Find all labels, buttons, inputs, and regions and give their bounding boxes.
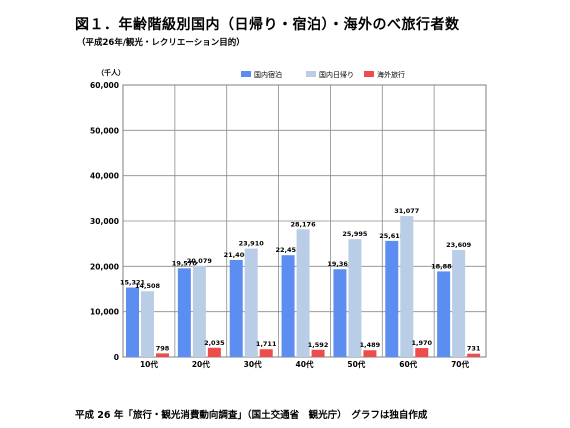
data-label: 2,035 <box>204 339 225 347</box>
legend-label: 海外旅行 <box>377 70 405 79</box>
bar-2-3 <box>311 349 325 357</box>
data-label: 21,400 <box>224 251 250 259</box>
data-label: 1,489 <box>360 341 381 349</box>
data-label: 798 <box>156 344 170 352</box>
legend-label: 国内宿泊 <box>254 70 282 79</box>
data-label: 22,453 <box>276 246 301 254</box>
bar-2-5 <box>415 348 429 357</box>
y-tick-label: 60,000 <box>90 81 119 90</box>
bar-0-5 <box>385 240 399 357</box>
bar-1-2 <box>244 248 258 357</box>
data-label: 1,592 <box>308 341 329 349</box>
data-label: 1,970 <box>412 339 433 347</box>
data-label: 25,618 <box>379 232 405 240</box>
bar-2-2 <box>259 349 273 357</box>
legend-swatch <box>241 71 251 77</box>
bar-1-4 <box>348 239 362 357</box>
bar-0-3 <box>281 255 295 357</box>
source-note: 平成 26 年「旅行・観光消費動向調査」（国土交通省 観光庁） グラフは独自作成 <box>75 410 428 421</box>
data-label: 25,995 <box>342 230 368 238</box>
legend-swatch <box>364 71 374 77</box>
data-label: 731 <box>467 345 481 353</box>
bar-2-4 <box>363 350 377 357</box>
bar-0-1 <box>177 268 191 357</box>
data-label: 14,508 <box>135 282 161 290</box>
data-label: 23,910 <box>239 240 265 248</box>
data-label: 23,609 <box>446 241 472 249</box>
chart-title: 図１．年齢階級別国内（日帰り・宿泊）・海外のべ旅行者数 <box>75 17 460 33</box>
data-label: 20,079 <box>187 257 213 265</box>
bar-2-0 <box>156 353 169 357</box>
bar-0-4 <box>333 269 347 357</box>
x-tick-label: 60代 <box>399 359 417 369</box>
y-tick-label: 50,000 <box>90 126 119 135</box>
data-label: 19,362 <box>327 260 352 268</box>
data-label: 28,176 <box>291 220 317 228</box>
y-axis-unit: （千人） <box>97 69 125 77</box>
bar-1-1 <box>192 265 206 357</box>
bar-2-1 <box>207 347 221 357</box>
legend-label: 国内日帰り <box>319 70 354 79</box>
bar-1-5 <box>400 216 414 357</box>
x-tick-label: 40代 <box>296 359 314 369</box>
bar-0-6 <box>437 271 451 357</box>
x-tick-label: 10代 <box>140 359 158 369</box>
bar-2-6 <box>467 353 481 357</box>
data-label: 19,570 <box>172 259 198 267</box>
data-label: 15,321 <box>120 279 146 287</box>
legend-swatch <box>306 71 316 77</box>
chart-subtitle: （平成26年/観光・レクリエーション目的） <box>77 38 245 48</box>
data-label: 18,884 <box>431 262 457 270</box>
data-label: 31,077 <box>394 207 419 215</box>
bar-1-6 <box>452 249 466 357</box>
bar-0-2 <box>229 259 243 357</box>
x-tick-label: 50代 <box>347 359 365 369</box>
data-label: 1,711 <box>256 340 277 348</box>
y-tick-label: 0 <box>114 353 119 362</box>
y-tick-label: 30,000 <box>90 217 119 226</box>
y-tick-label: 20,000 <box>90 262 119 271</box>
bar-1-0 <box>141 291 154 357</box>
x-tick-label: 70代 <box>451 359 469 369</box>
x-tick-label: 30代 <box>244 359 262 369</box>
y-tick-label: 10,000 <box>90 308 119 317</box>
bar-1-3 <box>296 229 310 357</box>
x-tick-label: 20代 <box>192 359 210 369</box>
bar-0-0 <box>126 287 139 357</box>
y-tick-label: 40,000 <box>90 172 119 181</box>
